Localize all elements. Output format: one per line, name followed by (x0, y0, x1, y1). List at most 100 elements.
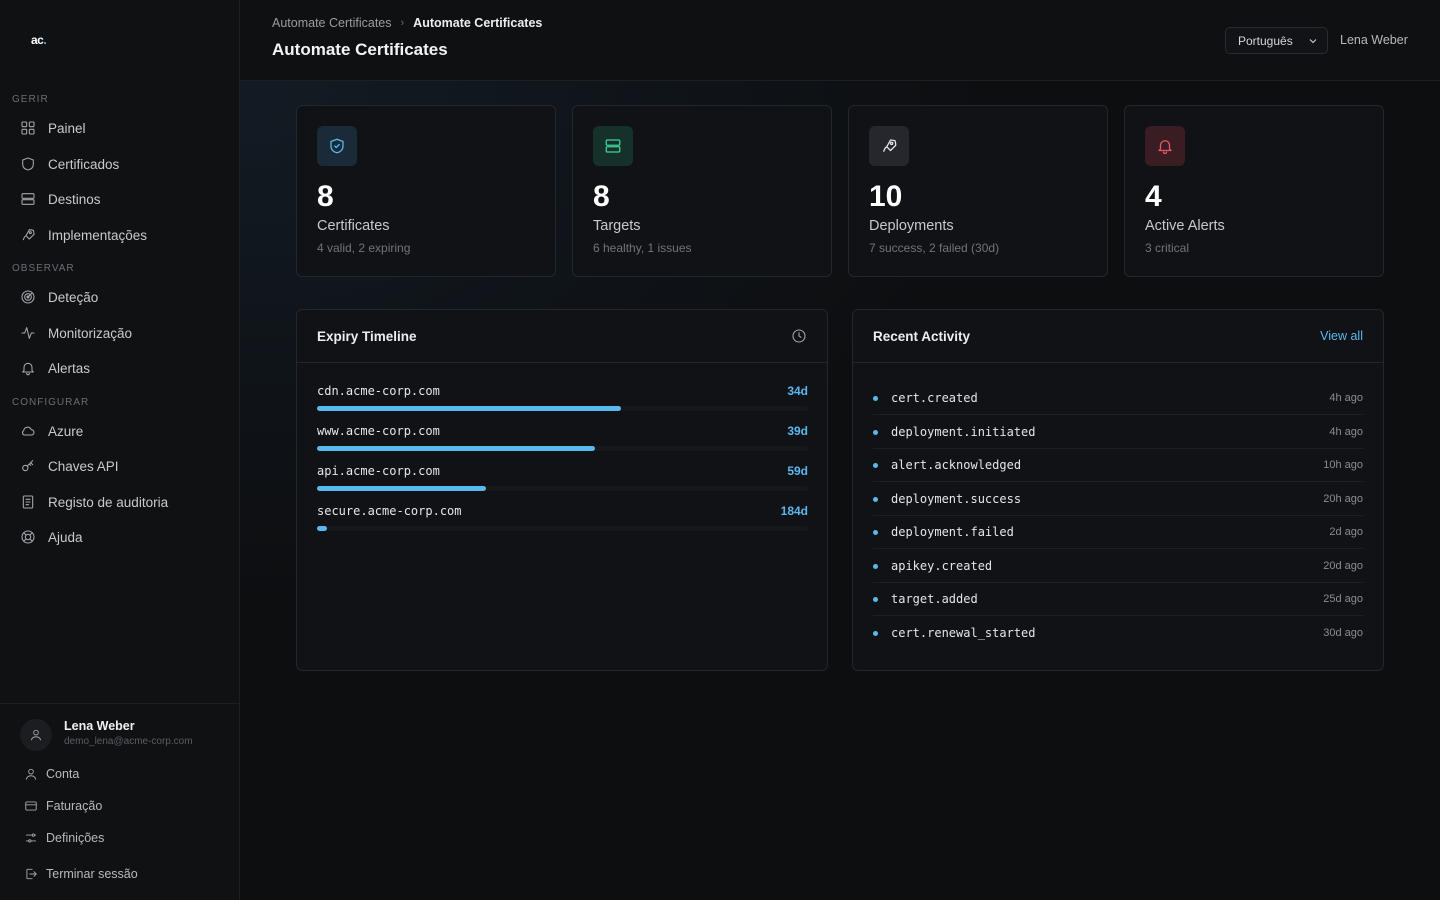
activity-event: alert.acknowledged (891, 458, 1022, 472)
timeline-days-remaining: 39d (787, 424, 808, 438)
stat-subtext: 3 critical (1145, 241, 1190, 255)
sidebar-item-label: Registo de auditoria (48, 494, 169, 510)
sidebar-item-monitorizacao[interactable]: Monitorização (12, 317, 228, 349)
avatar[interactable] (20, 719, 52, 751)
sidebar-item-label: Implementações (48, 227, 148, 243)
sidebar-item-label: Monitorização (48, 325, 133, 341)
stat-card-deployments[interactable]: 10 Deployments 7 success, 2 failed (30d) (848, 105, 1108, 277)
radar-icon (20, 289, 36, 305)
chevron-right-icon: › (400, 17, 405, 29)
stat-icon-box (1145, 126, 1185, 166)
stat-subtext: 4 valid, 2 expiring (317, 241, 411, 255)
top-header: Automate Certificates › Automate Certifi… (240, 0, 1440, 81)
user-icon (30, 729, 42, 741)
account-link[interactable]: Conta (24, 767, 79, 781)
sidebar-item-azure[interactable]: Azure (12, 415, 228, 447)
sidebar-item-label: Alertas (48, 360, 91, 376)
stat-subtext: 7 success, 2 failed (30d) (869, 241, 1000, 255)
timeline-progress-track (317, 526, 808, 531)
sidebar-item-destinos[interactable]: Destinos (12, 183, 228, 215)
view-all-link[interactable]: View all (1320, 329, 1363, 343)
audit-log-icon (20, 494, 36, 510)
panel-header: Expiry Timeline (297, 310, 827, 363)
stat-icon-box (869, 126, 909, 166)
activity-event: apikey.created (891, 558, 993, 573)
activity-row[interactable]: deployment.failed 2d ago (873, 516, 1363, 549)
sidebar-item-certificados[interactable]: Certificados (12, 148, 228, 180)
stat-value: 10 (869, 180, 903, 213)
help-icon (20, 529, 36, 545)
activity-row[interactable]: alert.acknowledged 10h ago (873, 449, 1363, 482)
timeline-progress-fill (317, 406, 622, 411)
stat-card-active-alerts[interactable]: 4 Active Alerts 3 critical (1124, 105, 1384, 277)
billing-link[interactable]: Faturação (24, 799, 102, 813)
timeline-row[interactable]: www.acme-corp.com 39d (317, 424, 808, 454)
sidebar-account-area: Lena Weber demo_lena@acme-corp.com Conta… (0, 703, 239, 900)
logo-dot: . (43, 33, 47, 47)
timeline-row[interactable]: secure.acme-corp.com 184d (317, 504, 808, 534)
stat-value: 8 (593, 180, 610, 213)
activity-event: deployment.success (891, 491, 1022, 506)
sidebar-item-painel[interactable]: Painel (12, 112, 228, 144)
sliders-icon (25, 833, 37, 843)
timeline-progress-fill (317, 486, 486, 491)
timeline-progress-track (317, 446, 808, 451)
sidebar-item-detecao[interactable]: Deteção (12, 281, 228, 313)
sidebar-item-label: Azure (48, 423, 84, 439)
clock-icon[interactable] (791, 328, 807, 344)
activity-time: 4h ago (1329, 392, 1363, 404)
logout-icon (26, 868, 37, 880)
credit-card-icon (25, 801, 37, 811)
timeline-row[interactable]: api.acme-corp.com 59d (317, 464, 808, 494)
sidebar-item-registo-auditoria[interactable]: Registo de auditoria (12, 486, 228, 518)
activity-time: 30d ago (1323, 626, 1363, 639)
logout-link[interactable]: Terminar sessão (24, 867, 138, 881)
activity-time: 20h ago (1323, 492, 1363, 505)
user-icon (25, 768, 37, 780)
timeline-row[interactable]: cdn.acme-corp.com 34d (317, 384, 808, 414)
sidebar-item-label: Chaves API (48, 458, 119, 474)
timeline-progress-track (317, 406, 808, 411)
timeline-domain: cdn.acme-corp.com (317, 384, 440, 398)
language-select[interactable]: Português (1225, 27, 1328, 54)
activity-time: 4h ago (1329, 425, 1363, 438)
breadcrumb-parent[interactable]: Automate Certificates (272, 16, 392, 30)
stat-card-certificates[interactable]: 8 Certificates 4 valid, 2 expiring (296, 105, 556, 277)
page-title: Automate Certificates (272, 40, 448, 59)
activity-row[interactable]: deployment.success 20h ago (873, 483, 1363, 516)
settings-link[interactable]: Definições (24, 831, 104, 845)
stat-label: Targets (593, 218, 641, 234)
activity-row[interactable]: apikey.created 20d ago (873, 550, 1363, 583)
timeline-domain: www.acme-corp.com (317, 424, 440, 438)
rocket-icon (20, 227, 36, 243)
stat-value: 4 (1145, 180, 1162, 213)
sidebar: ac. GERIR Painel Certificados Destinos I… (0, 0, 240, 900)
activity-row[interactable]: cert.renewal_started 30d ago (873, 617, 1363, 650)
billing-link-label: Faturação (46, 799, 103, 813)
header-user-name[interactable]: Lena Weber (1340, 33, 1408, 47)
activity-time: 25d ago (1323, 593, 1363, 605)
activity-dot-icon (873, 530, 878, 535)
server-icon (605, 139, 621, 153)
activity-event: cert.renewal_started (891, 625, 1036, 640)
stat-icon-box (317, 126, 357, 166)
account-link-label: Conta (46, 767, 80, 781)
sidebar-item-alertas[interactable]: Alertas (12, 352, 228, 384)
activity-time: 20d ago (1323, 559, 1363, 572)
stat-label: Active Alerts (1145, 218, 1225, 234)
stat-value: 8 (317, 180, 334, 213)
activity-row[interactable]: deployment.initiated 4h ago (873, 416, 1363, 449)
panel-title: Recent Activity (873, 329, 971, 344)
bell-icon (1158, 140, 1172, 155)
logo[interactable]: ac. (31, 33, 47, 47)
stat-card-targets[interactable]: 8 Targets 6 healthy, 1 issues (572, 105, 832, 277)
activity-row[interactable]: target.added 25d ago (873, 583, 1363, 616)
activity-row[interactable]: cert.created 4h ago (873, 382, 1363, 415)
activity-dot-icon (873, 630, 878, 636)
activity-dot-icon (873, 496, 878, 502)
sidebar-item-chaves-api[interactable]: Chaves API (12, 450, 228, 482)
breadcrumb-current: Automate Certificates (413, 16, 543, 30)
sidebar-item-ajuda[interactable]: Ajuda (12, 521, 228, 553)
sidebar-item-implementacoes[interactable]: Implementações (12, 219, 228, 251)
language-select-value: Português (1238, 33, 1293, 48)
